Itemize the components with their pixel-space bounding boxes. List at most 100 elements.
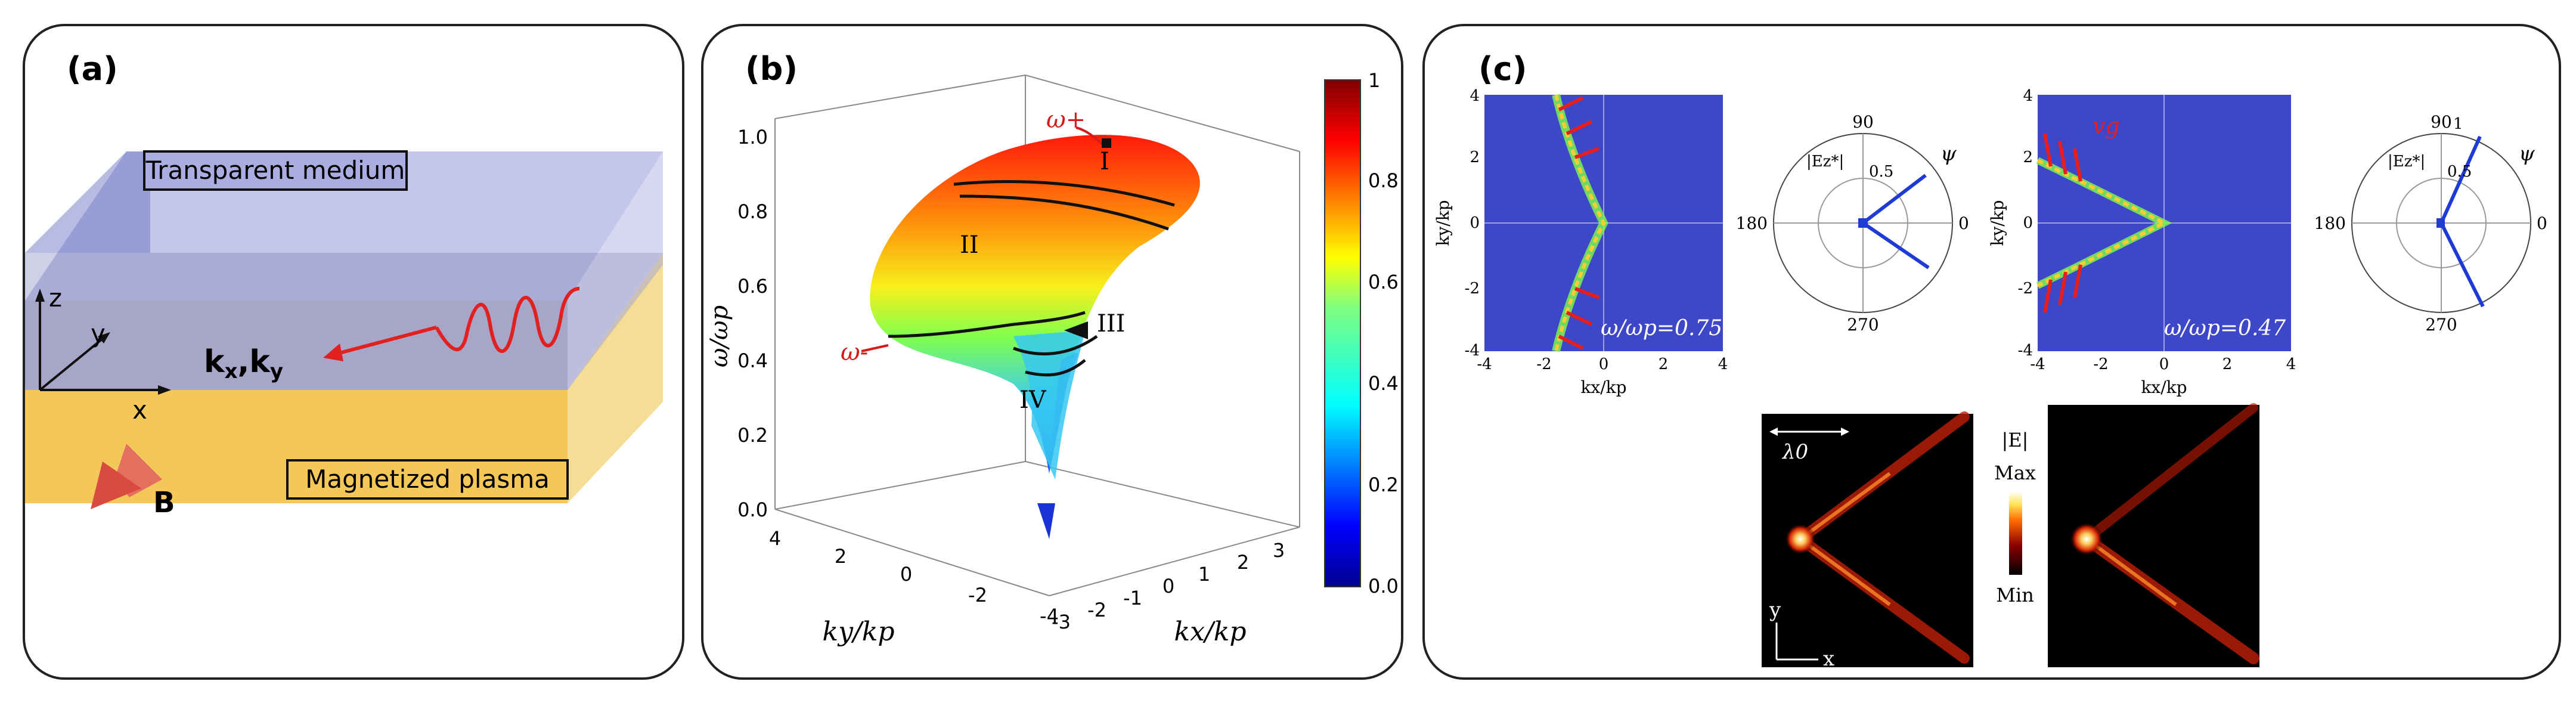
panel-c-drawing: (c) ω/ωp=0.75 4 2 0 -2 -4 — [1433, 50, 2547, 671]
region-IV-label: IV — [1019, 386, 1047, 414]
map2-arrow — [2043, 133, 2053, 167]
polar1-right: 0 — [1958, 213, 1969, 233]
map1-arrow — [1574, 287, 1600, 299]
colorbar-tick: 0.2 — [1368, 473, 1399, 496]
map2-vg: vg — [2093, 113, 2120, 139]
panel-c: (c) ω/ωp=0.75 4 2 0 -2 -4 — [1422, 24, 2561, 680]
axis-z-label: z — [49, 283, 62, 312]
field1-upper-core — [1799, 472, 1891, 541]
map1-ytick: 2 — [1470, 148, 1480, 166]
contour-line-lower — [888, 311, 1086, 338]
ky-tick: 2 — [835, 545, 847, 568]
field-map-1: λ0 y x — [1762, 411, 1973, 671]
map2-ytick: 4 — [2023, 87, 2033, 105]
map1-xtick: 2 — [1659, 355, 1669, 373]
colorbar-tick: 0.6 — [1368, 271, 1399, 293]
polar2-field: |Ez*| — [2388, 153, 2425, 171]
b-label: B — [153, 486, 175, 519]
z-tick: 0.2 — [737, 424, 768, 447]
map1-arrows — [1558, 96, 1600, 350]
box-top-right-edge — [1025, 75, 1300, 152]
wave-arrow-head — [323, 343, 343, 361]
box-top-edge — [774, 75, 1026, 119]
k-label-k2: k — [249, 344, 271, 380]
map1-ylabel: ky/kp — [1433, 200, 1453, 246]
polar2-left: 180 — [2314, 213, 2346, 233]
map1-xtick: 0 — [1599, 355, 1609, 373]
b-arrow-head — [91, 462, 141, 509]
contour-line-iii-bottom — [1025, 359, 1086, 377]
colorbar-tick: 0.8 — [1368, 169, 1399, 192]
box-floor-front-right — [1049, 527, 1300, 596]
panel-a-label: (a) — [67, 50, 118, 88]
z-tick: 0.8 — [737, 200, 768, 223]
map2-ytick: 0 — [2023, 214, 2033, 232]
omega-minus-arrow — [861, 344, 889, 352]
polar1-top: 90 — [1852, 112, 1874, 132]
polar2-lobe-lower — [2439, 222, 2485, 308]
field2-upper-beam — [2082, 403, 2258, 544]
map2-ylabel: ky/kp — [1988, 200, 2007, 246]
map1-xlabel: kx/kp — [1580, 377, 1626, 397]
map1-arrow — [1566, 311, 1593, 326]
field1-lambda-right — [1841, 428, 1849, 436]
surface-bottom-tip — [1037, 503, 1055, 539]
z-tick: 0.0 — [737, 498, 768, 521]
field-legend: |E| Max Min — [1994, 429, 2036, 606]
map2-arrow — [2073, 264, 2082, 298]
map2-ytick: 2 — [2023, 148, 2033, 166]
k-label-comma: , — [238, 344, 250, 380]
panel-a-drawing: (a) Transparent medium Magnetized plasma… — [25, 50, 663, 519]
box-floor-front-left — [774, 509, 1050, 596]
map1-ytick: 0 — [1470, 214, 1480, 232]
colorbar-ticks: 0.0 0.2 0.4 0.6 0.8 1 — [1368, 69, 1399, 597]
z-axis-label: ω/ωp — [706, 305, 733, 367]
contour-line-upper-2 — [959, 194, 1169, 231]
axis-y-label: y — [91, 319, 106, 348]
polar2-center — [2436, 218, 2445, 228]
field1-source — [1785, 524, 1816, 555]
map2-xtick: 2 — [2222, 355, 2233, 373]
legend-gradient — [2009, 491, 2022, 575]
k-label-k: k — [204, 344, 225, 380]
kx-tick: -3 — [1052, 611, 1071, 633]
polar1-lobe-lower — [1862, 221, 1930, 270]
dispersion-map-2: vg ω/ωp=0.47 4 2 0 -2 -4 -4 -2 0 2 4 kx/… — [1988, 87, 2296, 397]
colorbar-tick: 0.4 — [1368, 372, 1399, 395]
field1-x-label: x — [1823, 647, 1834, 671]
map2-yticks: 4 2 0 -2 -4 — [2018, 87, 2033, 360]
magnetized-plasma-box — [286, 459, 569, 500]
polar2-lobe-upper — [2439, 135, 2482, 224]
kx-tick: 0 — [1163, 575, 1174, 597]
panel-a: (a) Transparent medium Magnetized plasma… — [23, 24, 684, 680]
map1-ytick: -4 — [1465, 342, 1480, 360]
panel-b-label: (b) — [745, 50, 798, 88]
polar2-top: 90 — [2431, 112, 2452, 132]
surface-region-iv — [1013, 330, 1085, 479]
legend-max: Max — [1994, 462, 2036, 484]
kx-tick: -1 — [1123, 587, 1142, 609]
axis-y-arrow — [98, 332, 110, 343]
map2-arrow — [2043, 279, 2053, 313]
magnetized-plasma-label: Magnetized plasma — [305, 465, 550, 494]
axis-x-label: x — [132, 395, 147, 425]
kx-axis-label: kx/kp — [1174, 617, 1246, 647]
map1-xtick: -2 — [1536, 355, 1551, 373]
map2-annotation: ω/ωp=0.47 — [2164, 316, 2286, 340]
z-tick: 1.0 — [737, 126, 768, 148]
field-map-2 — [2048, 403, 2259, 667]
field1-y-label: y — [1769, 598, 1781, 622]
dispersion-map-1: ω/ωp=0.75 4 2 0 -2 -4 -4 -2 0 2 4 kx/kp … — [1433, 87, 1728, 397]
medium-left-face — [25, 151, 150, 253]
map2-xtick: 4 — [2286, 355, 2296, 373]
field2-lower-core — [2085, 537, 2177, 606]
polar2-bottom: 270 — [2425, 315, 2457, 335]
axis-z-arrow — [35, 289, 45, 302]
field2-source — [2070, 522, 2103, 556]
region-II-label: II — [960, 231, 979, 259]
transparent-medium-label: Transparent medium — [145, 156, 405, 185]
ky-tick: -4 — [1040, 605, 1059, 627]
polar1-r-label: 0.5 — [1869, 163, 1893, 181]
kx-axis-ticks: -3 -2 -1 0 1 2 3 — [1052, 539, 1285, 633]
map1-arrow — [1558, 335, 1584, 350]
